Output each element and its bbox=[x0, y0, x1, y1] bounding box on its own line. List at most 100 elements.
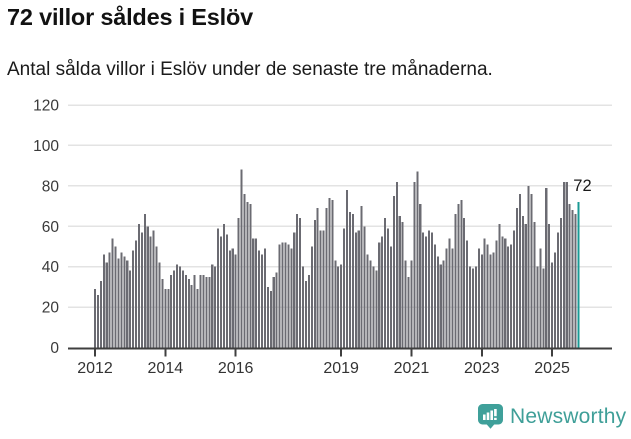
bar bbox=[474, 266, 477, 349]
bar bbox=[158, 262, 161, 349]
bar bbox=[155, 246, 158, 349]
bar bbox=[548, 224, 551, 349]
y-tick-label: 100 bbox=[33, 138, 59, 155]
bar bbox=[416, 171, 419, 349]
chart-title: 72 villor såldes i Eslöv bbox=[7, 4, 254, 30]
bar bbox=[261, 254, 264, 349]
bar bbox=[199, 274, 202, 349]
bar bbox=[275, 272, 278, 349]
bar bbox=[202, 274, 205, 349]
bar-chart-speech-bubble-icon bbox=[478, 404, 503, 429]
y-tick-label: 120 bbox=[33, 98, 59, 115]
bar bbox=[243, 193, 246, 349]
bar bbox=[401, 222, 404, 349]
bar bbox=[378, 242, 381, 349]
bar bbox=[222, 224, 225, 349]
bar bbox=[351, 214, 354, 349]
bar bbox=[571, 210, 574, 349]
bar bbox=[255, 238, 258, 349]
bar bbox=[518, 193, 521, 349]
bar bbox=[501, 236, 504, 349]
bar bbox=[249, 204, 252, 349]
bar bbox=[269, 290, 272, 349]
bar bbox=[363, 226, 366, 349]
y-tick-label: 80 bbox=[42, 178, 60, 195]
bar bbox=[293, 232, 296, 349]
bar bbox=[489, 254, 492, 349]
bar bbox=[433, 244, 436, 349]
bar bbox=[357, 230, 360, 349]
bar bbox=[240, 169, 243, 349]
bar bbox=[187, 278, 190, 349]
bar bbox=[123, 256, 126, 349]
bar bbox=[225, 234, 228, 349]
y-tick-label: 40 bbox=[42, 259, 60, 276]
bar bbox=[132, 250, 135, 349]
bar bbox=[170, 274, 173, 349]
bar bbox=[430, 232, 433, 349]
bar bbox=[99, 280, 102, 349]
bar bbox=[290, 248, 293, 349]
bar bbox=[278, 244, 281, 349]
bar bbox=[542, 268, 545, 349]
bar bbox=[384, 218, 387, 349]
bar bbox=[296, 214, 299, 349]
bar bbox=[515, 208, 518, 349]
bar bbox=[422, 232, 425, 349]
bar bbox=[425, 236, 428, 349]
bar bbox=[219, 236, 223, 349]
bar bbox=[281, 242, 284, 349]
bar bbox=[135, 240, 138, 349]
bar bbox=[419, 204, 422, 349]
bar bbox=[477, 248, 480, 349]
bar bbox=[404, 260, 407, 349]
bar bbox=[328, 197, 331, 349]
bar bbox=[568, 204, 571, 349]
bar bbox=[381, 236, 384, 349]
bar bbox=[173, 270, 176, 349]
bar bbox=[559, 218, 562, 349]
bar bbox=[539, 248, 542, 349]
bar bbox=[510, 244, 513, 349]
bar bbox=[469, 266, 472, 349]
bar bbox=[407, 276, 410, 349]
bar bbox=[143, 214, 146, 349]
bar bbox=[436, 256, 439, 349]
bar bbox=[366, 254, 369, 349]
bar bbox=[395, 181, 398, 349]
brand-name: Newsworthy bbox=[510, 404, 627, 428]
bar bbox=[354, 232, 357, 349]
bar bbox=[466, 240, 469, 349]
bar bbox=[258, 250, 261, 349]
bar bbox=[184, 274, 187, 349]
bar bbox=[410, 260, 413, 349]
bar bbox=[120, 252, 123, 349]
bar bbox=[521, 216, 524, 349]
bar bbox=[471, 268, 475, 349]
bar bbox=[445, 248, 448, 349]
bar bbox=[512, 230, 516, 349]
bar bbox=[152, 230, 155, 349]
bar bbox=[551, 262, 554, 349]
bar bbox=[322, 230, 325, 349]
bar bbox=[331, 199, 334, 349]
x-tick-label: 2012 bbox=[77, 360, 113, 377]
bar bbox=[313, 220, 316, 349]
bar bbox=[457, 204, 460, 349]
bar bbox=[507, 246, 510, 349]
bar bbox=[565, 181, 568, 349]
bar bbox=[193, 274, 196, 349]
bar bbox=[387, 228, 390, 349]
bar bbox=[451, 248, 454, 349]
bar bbox=[524, 224, 527, 349]
bar bbox=[196, 288, 199, 349]
bar bbox=[343, 228, 346, 349]
bar bbox=[392, 195, 395, 349]
highlight-bar bbox=[577, 202, 580, 349]
bar bbox=[398, 216, 401, 349]
bar bbox=[463, 218, 466, 349]
bar bbox=[149, 236, 152, 349]
bar bbox=[263, 248, 266, 349]
bar bbox=[428, 230, 431, 349]
